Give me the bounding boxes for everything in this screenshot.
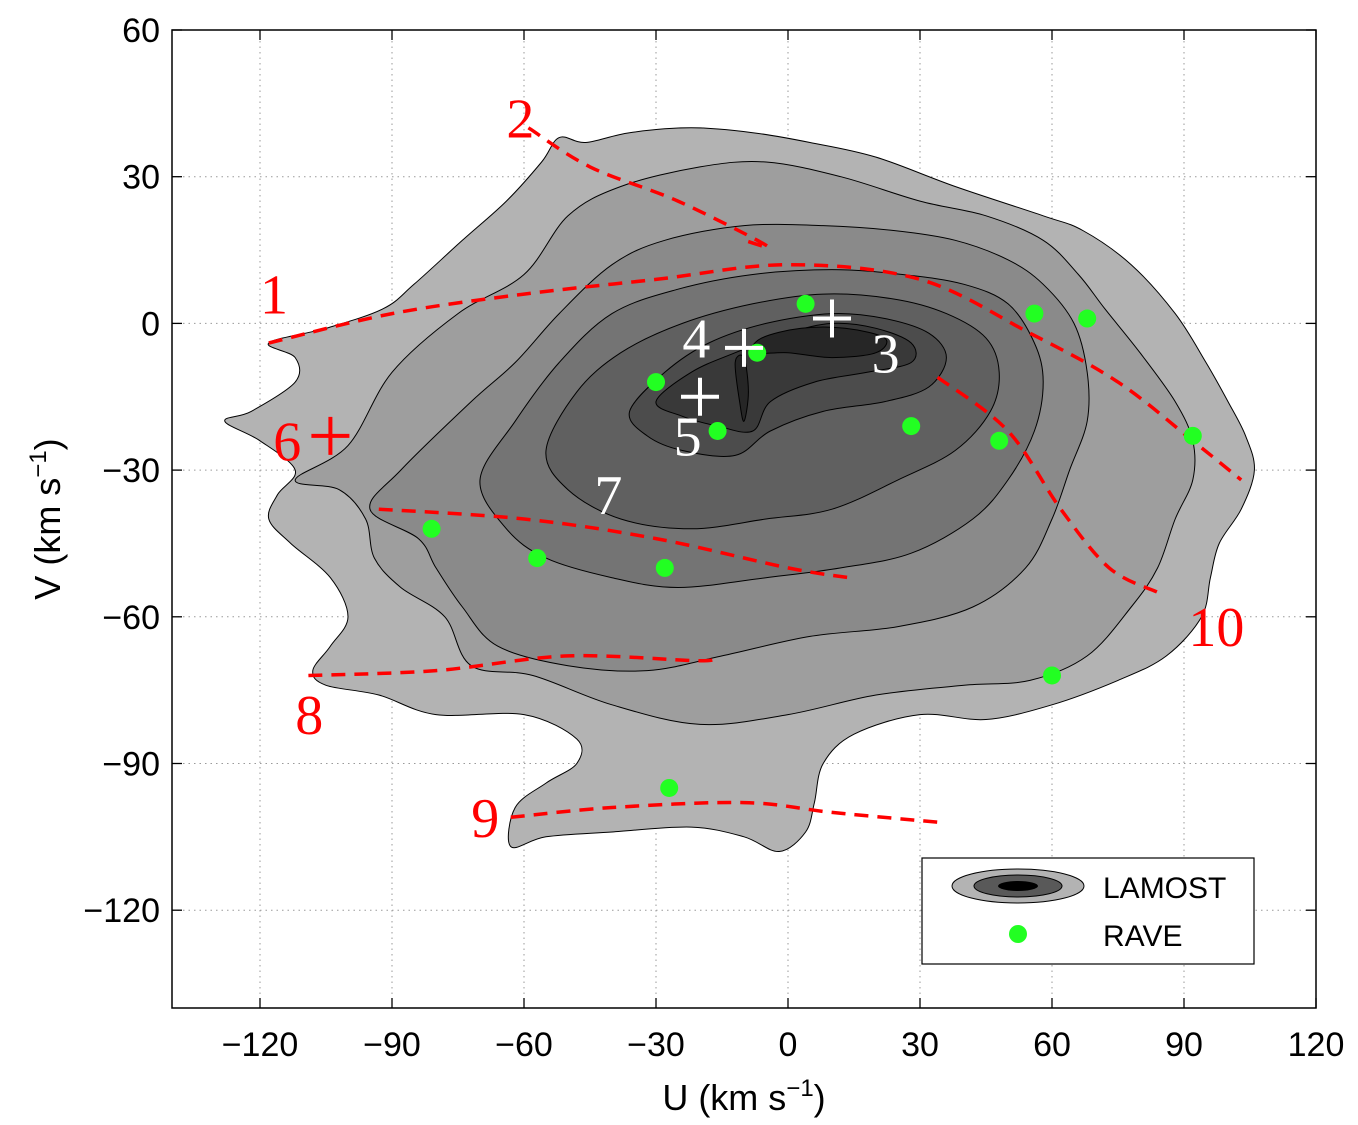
lamost-contours — [224, 127, 1255, 853]
branch-line-9 — [510, 800, 938, 824]
legend-label-rave: RAVE — [1103, 920, 1182, 953]
y-tick-label: −90 — [102, 746, 160, 784]
branch-lines — [268, 126, 1243, 824]
y-tick-label: 30 — [122, 159, 160, 197]
rave-point — [796, 294, 815, 313]
rave-point — [647, 373, 665, 392]
rave-point — [422, 519, 441, 538]
y-axis-ticks: −120 −90 −60 −30 0 30 60 — [83, 12, 1316, 930]
rave-point — [990, 431, 1009, 450]
x-tick-label: −90 — [363, 1026, 421, 1064]
x-tick-label: 120 — [1288, 1026, 1345, 1064]
x-tick-label: 90 — [1165, 1026, 1203, 1064]
feature-label-8: 8 — [295, 685, 323, 747]
y-tick-label: 0 — [141, 305, 160, 343]
branch-line-10 — [936, 375, 1159, 594]
x-axis-title: U (km s−1) — [662, 1075, 825, 1118]
rave-point — [902, 417, 921, 436]
x-tick-label: 60 — [1033, 1026, 1071, 1064]
branch-line-8 — [308, 653, 717, 678]
legend-contour-inner — [998, 881, 1038, 891]
rave-point — [1183, 426, 1202, 445]
feature-label-2: 2 — [506, 89, 534, 151]
y-axis-title: V (km s−1) — [25, 438, 68, 599]
feature-label-3: 3 — [872, 323, 900, 385]
legend: LAMOST RAVE — [921, 857, 1255, 965]
y-axis-title-sup: −1 — [25, 450, 52, 477]
plot-frame — [171, 29, 1317, 1009]
feature-label-6: 6 — [273, 411, 301, 473]
branch-line-1 — [268, 262, 1243, 482]
rave-point — [655, 558, 674, 577]
legend-label-lamost: LAMOST — [1103, 872, 1226, 905]
x-tick-label: 30 — [901, 1026, 939, 1064]
branch-line-7-line — [378, 507, 850, 580]
rave-point — [528, 549, 547, 568]
feature-label-4: 4 — [682, 309, 710, 371]
x-axis-title-end: ) — [814, 1077, 826, 1118]
branch-line-2 — [527, 126, 771, 250]
y-tick-label: 60 — [122, 12, 160, 50]
y-tick-label: −120 — [83, 892, 160, 930]
x-tick-label: −30 — [627, 1026, 685, 1064]
feature-label-1: 1 — [260, 265, 288, 327]
feature-label-9: 9 — [471, 788, 499, 850]
cross-markers — [311, 299, 851, 455]
feature-label-5: 5 — [674, 406, 702, 468]
x-axis-title-main: U (km s — [662, 1077, 786, 1118]
x-tick-label: 0 — [779, 1026, 798, 1064]
y-axis-title-main: V (km s — [27, 478, 68, 600]
rave-point — [1078, 309, 1097, 328]
rave-points — [422, 294, 1202, 797]
feature-label-10: 10 — [1188, 597, 1244, 659]
rave-point — [660, 778, 679, 797]
feature-label-7: 7 — [594, 465, 622, 527]
legend-contour-icon — [951, 868, 1085, 904]
y-tick-label: −60 — [102, 599, 160, 637]
feature-labels: 1 2 3 4 5 6 7 8 9 10 — [260, 89, 1244, 850]
y-tick-label: −30 — [102, 452, 160, 490]
x-axis-title-sup: −1 — [786, 1075, 813, 1102]
y-axis-title-end: ) — [27, 438, 68, 450]
rave-point — [1025, 304, 1044, 323]
rave-point — [708, 421, 727, 440]
x-tick-label: −120 — [222, 1026, 299, 1064]
x-axis-ticks: −120 −90 −60 −30 0 30 60 90 120 — [222, 30, 1345, 1064]
x-tick-label: −60 — [495, 1026, 553, 1064]
legend-rave-marker — [1009, 925, 1027, 943]
rave-point — [1043, 666, 1061, 685]
